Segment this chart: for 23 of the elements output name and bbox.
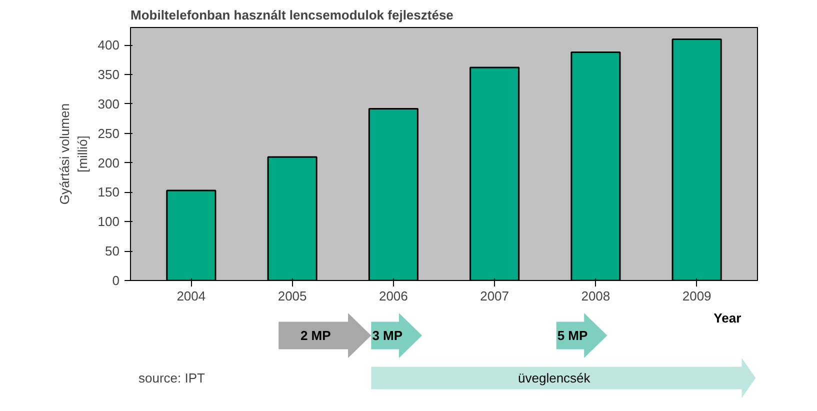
x-tick-label: 2004 [176,288,206,304]
text: 3 MP [372,328,403,343]
x-tick-label: 2007 [480,288,510,304]
y-tick-label: 350 [98,67,120,82]
text: üveglencsék [518,370,591,386]
source-note: source: IPT [138,370,206,386]
x-tick-label: 2009 [682,288,712,304]
y-tick-label: 100 [98,214,120,230]
y-tick-label: 150 [98,184,120,200]
x-tick-label: 2006 [378,288,408,304]
y-tick-label: 300 [98,96,120,112]
chart-title: Mobiltelefonban használt lencsemodulok fejlesztése [130,8,454,22]
x-tick-label: 2005 [278,288,307,304]
y-axis-title: Gyártási volumen [millió] [56,103,90,205]
text: 5 MP [557,328,588,343]
x-tick-label: 2008 [581,288,610,304]
x-axis-title: Year [714,310,742,326]
y-tick-label: 50 [105,244,120,259]
y-tick-label: 0 [112,273,120,288]
y-tick-label: 400 [98,38,120,53]
text: 2 MP [300,328,332,343]
y-tick-label: 200 [98,155,120,170]
y-tick-label: 250 [98,126,120,141]
